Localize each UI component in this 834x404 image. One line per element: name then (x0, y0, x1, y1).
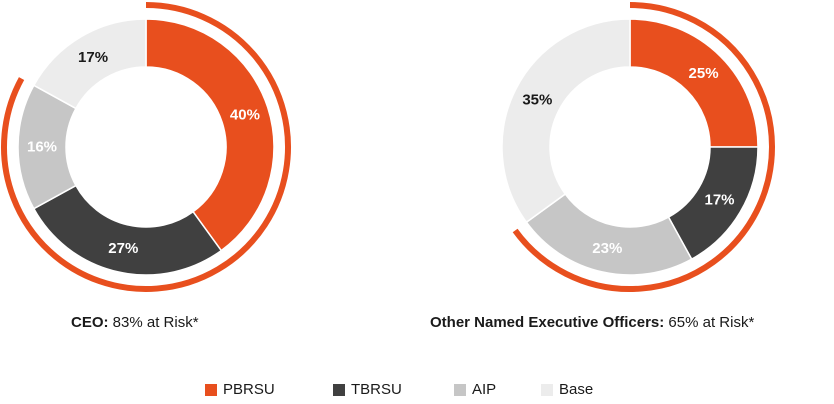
ceo-caption-label: CEO: (71, 314, 109, 331)
ceo-at-risk-arc (1, 2, 291, 292)
neo-slice-base (501, 18, 631, 224)
neo-caption-label: Other Named Executive Officers: (430, 314, 665, 331)
ceo-label-pbrsu: 40% (230, 106, 260, 123)
ceo-label-tbrsu: 27% (108, 240, 138, 257)
neo-caption-text: 65% at Risk* (664, 314, 755, 331)
neo-label-pbrsu: 25% (689, 65, 719, 82)
legend: PBRSU TBRSU AIP Base (0, 381, 834, 401)
neo-label-aip: 23% (592, 240, 622, 257)
legend-swatch-tbrsu (333, 383, 345, 396)
ceo-slice-base (32, 18, 147, 110)
neo-label-tbrsu: 17% (705, 191, 735, 208)
legend-swatch-pbrsu (205, 383, 217, 396)
legend-swatch-base (541, 383, 553, 396)
ceo-caption: CEO: 83% at Risk* (71, 314, 199, 331)
neo-at-risk-arc (512, 2, 775, 292)
donut-charts: 40% 27% 16% 17% 25% 17% 23% 35% (1, 2, 775, 292)
neo-caption: Other Named Executive Officers: 65% at R… (430, 314, 754, 331)
ceo-label-aip: 16% (27, 139, 57, 156)
legend-item-tbrsu: TBRSU (333, 381, 402, 398)
legend-label-pbrsu: PBRSU (223, 381, 275, 398)
neo-slice-pbrsu (629, 18, 759, 148)
ceo-slice-pbrsu (145, 18, 275, 252)
ceo-caption-text: 83% at Risk* (108, 314, 199, 331)
neo-donut: 25% 17% 23% 35% (501, 2, 775, 292)
legend-item-aip: AIP (454, 381, 496, 398)
ceo-donut: 40% 27% 16% 17% (1, 2, 291, 292)
legend-label-tbrsu: TBRSU (351, 381, 402, 398)
legend-label-base: Base (559, 381, 594, 398)
legend-label-aip: AIP (472, 381, 497, 398)
ceo-label-base: 17% (78, 49, 108, 66)
legend-item-base: Base (541, 381, 593, 398)
legend-swatch-aip (454, 383, 466, 396)
legend-item-pbrsu: PBRSU (205, 381, 275, 398)
ceo-slice-tbrsu (32, 184, 223, 276)
neo-label-base: 35% (522, 91, 552, 108)
